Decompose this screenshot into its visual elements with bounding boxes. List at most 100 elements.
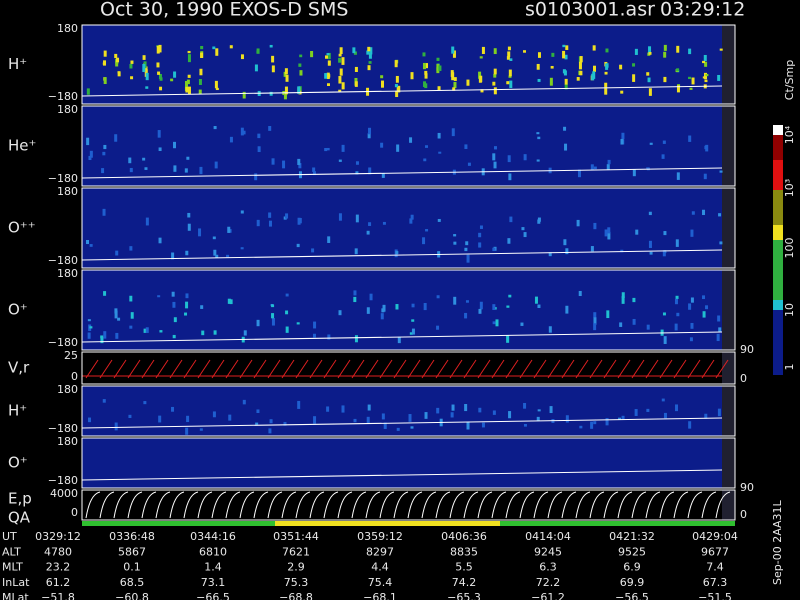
cell: −60.8 [115, 591, 149, 600]
spectrogram-cell [352, 47, 356, 54]
cell: 74.2 [452, 576, 477, 589]
spectrogram-cell [254, 64, 258, 72]
spectrogram-cell [592, 65, 596, 72]
spectrogram-cell [367, 65, 371, 71]
trace-line [81, 469, 723, 481]
energy-trace [561, 491, 577, 519]
spectrogram-cell [269, 44, 273, 48]
energy-trace [407, 491, 423, 519]
cell: −68.1 [363, 591, 397, 600]
spectrogram-cell [425, 145, 429, 148]
spectrogram-cell [451, 404, 455, 411]
spectrogram-cell [396, 144, 400, 152]
spectrogram-cell [214, 161, 218, 169]
spectrogram-cell [577, 169, 581, 178]
spectrogram-cell [493, 146, 497, 150]
spectrogram-cell [676, 172, 680, 180]
spectrogram-cell [663, 44, 667, 51]
spectrogram-cell [354, 248, 358, 255]
spectrogram-cell [354, 335, 358, 343]
cell: 7621 [282, 545, 310, 558]
spectrogram-cell [339, 47, 343, 55]
spectrogram-cell [675, 404, 679, 412]
spectrogram-cell [647, 77, 651, 83]
spectrogram-cell [621, 292, 625, 298]
spectrogram-cell [229, 136, 233, 143]
spectrogram-cell [537, 136, 541, 140]
velocity-trace [547, 359, 561, 379]
spectrogram-cell [620, 249, 624, 253]
spectrogram-cell [676, 45, 680, 53]
spectrogram-cell [269, 419, 273, 424]
panel-bg [82, 106, 735, 186]
spectrogram-cell [313, 321, 317, 329]
cell: 2.9 [287, 561, 305, 574]
spectrogram-cell [564, 84, 568, 90]
spectrogram-cell [632, 169, 636, 177]
spectrogram-cell [481, 46, 485, 54]
cell: 0344:16 [190, 530, 236, 543]
spectrogram-cell [479, 56, 483, 59]
velocity-trace [491, 359, 505, 379]
spectrogram-cell [506, 305, 510, 308]
cell: 8297 [366, 545, 394, 558]
cell: 0336:48 [109, 530, 155, 543]
spectrogram-cell [256, 409, 260, 414]
spectrogram-cell [436, 63, 440, 71]
velocity-trace [603, 359, 617, 379]
spectrogram-cell [411, 303, 415, 308]
spectrogram-cell [353, 418, 357, 423]
spectrogram-cell [663, 231, 667, 236]
spectrogram-cell [102, 62, 106, 65]
gap-strip [722, 490, 735, 520]
gap-strip [722, 352, 735, 384]
spectrogram-cell [675, 239, 679, 247]
spectrogram-cell [590, 246, 594, 252]
spectrogram-cell [128, 157, 132, 164]
spectrogram-cell [436, 57, 440, 61]
spectrogram-cell [691, 211, 695, 215]
spectrogram-cell [409, 137, 413, 143]
spectrogram-cell [690, 322, 694, 329]
spectrogram-cell [549, 77, 553, 86]
spectrogram-cell [129, 63, 133, 69]
colorbar-label: 1 [783, 364, 796, 371]
spectrogram-cell [171, 291, 175, 297]
spectrogram-cell [213, 330, 217, 335]
spectrogram-cell [89, 150, 93, 158]
spectrogram-cell [493, 48, 497, 55]
spectrogram-cell [605, 63, 609, 70]
spectrogram-cell [338, 310, 342, 316]
velocity-trace [99, 359, 113, 379]
spectrogram-cell [689, 337, 693, 342]
spectrogram-cell [103, 144, 107, 150]
spectrogram-cell [467, 162, 471, 166]
spectrogram-cell [719, 241, 723, 245]
spectrogram-cell [327, 83, 331, 87]
spectrogram-cell [479, 75, 483, 83]
spectrogram-cell [646, 324, 650, 330]
cell: 23.2 [46, 561, 71, 574]
row-label: UT [2, 530, 17, 543]
spectrogram-cell [593, 421, 597, 425]
spectrogram-cell [256, 319, 260, 327]
spectrogram-cell [506, 56, 510, 60]
spectrogram-cell [355, 214, 359, 223]
spectrogram-cell [607, 227, 611, 234]
spectrogram-cell [508, 173, 512, 181]
spectrogram-cell [394, 60, 398, 68]
spectrogram-cell [438, 151, 442, 154]
spectrogram-cell [478, 71, 482, 79]
energy-trace [239, 491, 255, 519]
spectrogram-cell [114, 53, 118, 59]
spectrogram-cell [298, 63, 302, 67]
spectrogram-cell [632, 74, 636, 82]
energy-trace [99, 491, 115, 519]
y-tick-label: 180 [57, 103, 78, 116]
panel-label: V,r [8, 359, 30, 377]
spectrogram-cell [688, 135, 692, 142]
spectrogram-cell [395, 304, 399, 310]
spectrogram-cell [145, 72, 149, 81]
energy-trace [533, 491, 549, 519]
spectrogram-cell [509, 58, 513, 61]
